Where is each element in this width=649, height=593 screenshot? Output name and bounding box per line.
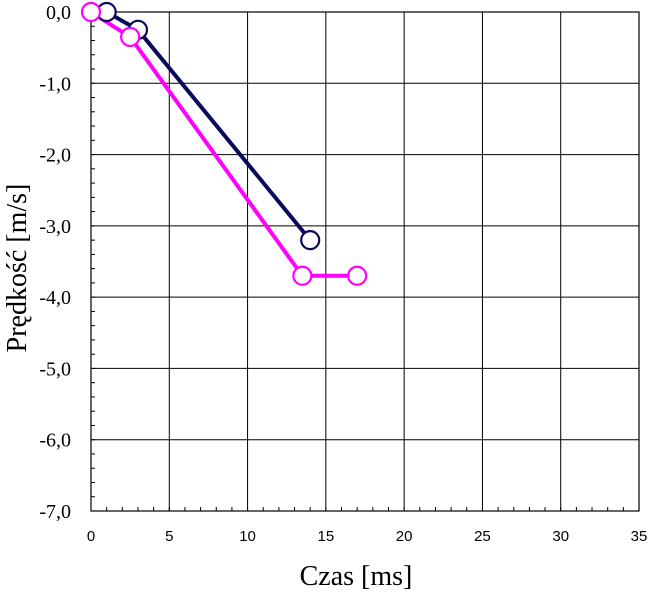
y-tick-labels: 0,0 -1,0 -2,0 -3,0 -4,0 -5,0 -6,0 -7,0 (39, 2, 71, 523)
y-tick-label: -3,0 (39, 216, 71, 238)
x-tick-label: 0 (87, 528, 95, 545)
data-point (120, 26, 141, 48)
y-tick-label: -5,0 (39, 358, 71, 380)
y-tick-label: -6,0 (39, 430, 71, 452)
data-point (292, 265, 313, 286)
minor-ticks (90, 11, 640, 512)
x-tick-label: 20 (396, 528, 413, 545)
x-tick-label: 15 (318, 528, 335, 545)
plot-frame (90, 11, 640, 512)
series (80, 1, 368, 286)
data-point (300, 230, 321, 251)
x-tick-label: 35 (631, 528, 648, 545)
x-tick-label: 10 (239, 528, 256, 545)
y-tick-label: -7,0 (39, 501, 71, 523)
x-tick-labels: 0 5 10 15 20 25 30 35 (87, 528, 648, 545)
x-tick-label: 25 (474, 528, 491, 545)
y-tick-label: -4,0 (39, 287, 71, 309)
series-line (89, 10, 358, 278)
x-tick-label: 30 (552, 528, 569, 545)
x-axis-title: Czas [ms] (300, 561, 413, 592)
data-point (80, 1, 102, 23)
y-tick-label: -1,0 (39, 73, 71, 95)
y-axis-title: Prędkość [m/s] (2, 184, 33, 353)
data-point (347, 265, 368, 286)
y-tick-label: 0,0 (46, 2, 71, 24)
y-tick-label: -2,0 (39, 145, 71, 167)
x-tick-label: 5 (165, 528, 173, 545)
grid (90, 11, 640, 512)
